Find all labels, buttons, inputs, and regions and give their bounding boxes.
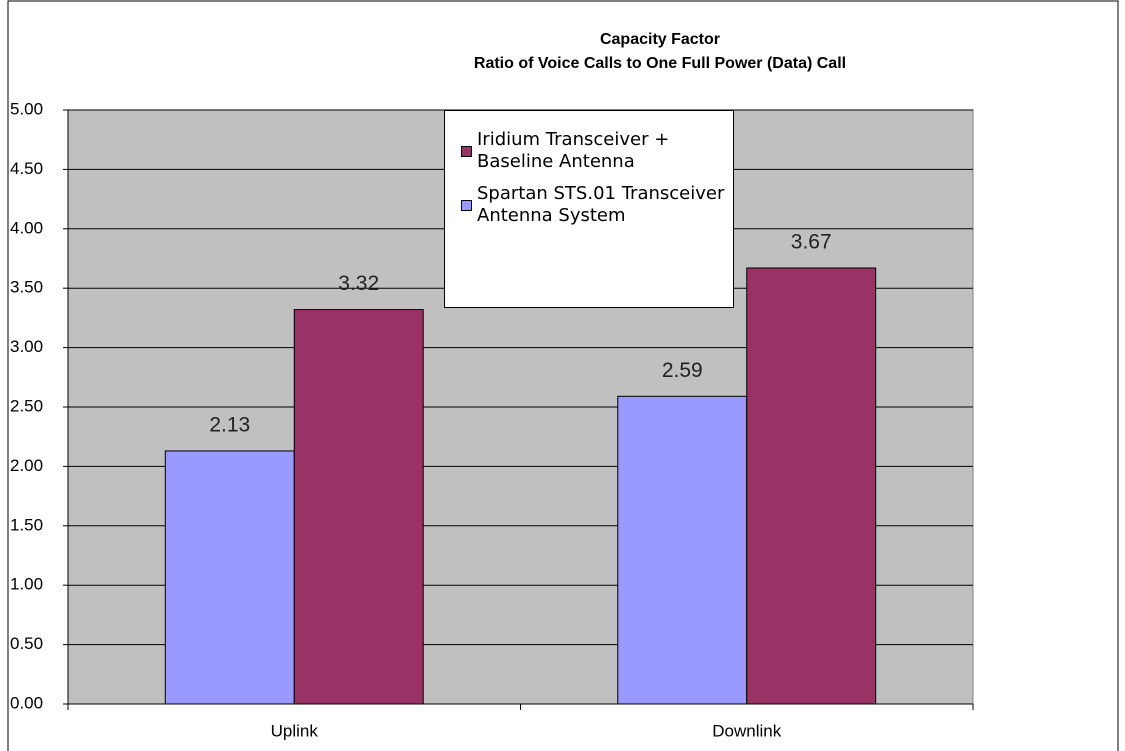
- x-tick-label: Downlink: [712, 721, 781, 740]
- y-tick-label: 5.00: [10, 99, 43, 118]
- bar: [293, 309, 424, 705]
- y-tick-label: 3.50: [10, 278, 43, 297]
- bar: [164, 450, 295, 705]
- y-tick-label: 0.00: [10, 693, 43, 712]
- data-label: 3.32: [338, 272, 379, 295]
- chart-title: Capacity Factor: [600, 31, 720, 48]
- legend-entry: Spartan STS.01 Transceiver Antenna Syste…: [461, 183, 725, 227]
- y-tick-label: 4.00: [10, 218, 43, 237]
- legend-swatch: [461, 199, 472, 211]
- legend-label: Iridium Transceiver + Baseline Antenna: [477, 129, 670, 172]
- legend-entry: Iridium Transceiver + Baseline Antenna: [461, 129, 725, 173]
- chart-border: [7, 0, 1119, 751]
- data-label: 2.13: [209, 414, 250, 437]
- y-tick-label: 2.00: [10, 456, 43, 475]
- x-tick-label: Uplink: [271, 721, 319, 740]
- y-tick-label: 3.00: [10, 337, 43, 356]
- legend-swatch: [461, 145, 472, 157]
- bar: [617, 395, 748, 705]
- legend-label: Spartan STS.01 Transceiver Antenna Syste…: [477, 183, 725, 226]
- y-tick-label: 1.50: [10, 515, 43, 534]
- y-tick-label: 4.50: [10, 159, 43, 178]
- legend: Iridium Transceiver + Baseline Antenna Sp…: [444, 110, 734, 308]
- data-label: 2.59: [662, 359, 703, 382]
- y-tick-label: 2.50: [10, 396, 43, 415]
- y-tick-label: 1.00: [10, 575, 43, 594]
- bar: [746, 267, 877, 705]
- y-tick-label: 0.50: [10, 634, 43, 653]
- data-label: 3.67: [791, 231, 832, 254]
- chart-subtitle: Ratio of Voice Calls to One Full Power (…: [474, 55, 846, 72]
